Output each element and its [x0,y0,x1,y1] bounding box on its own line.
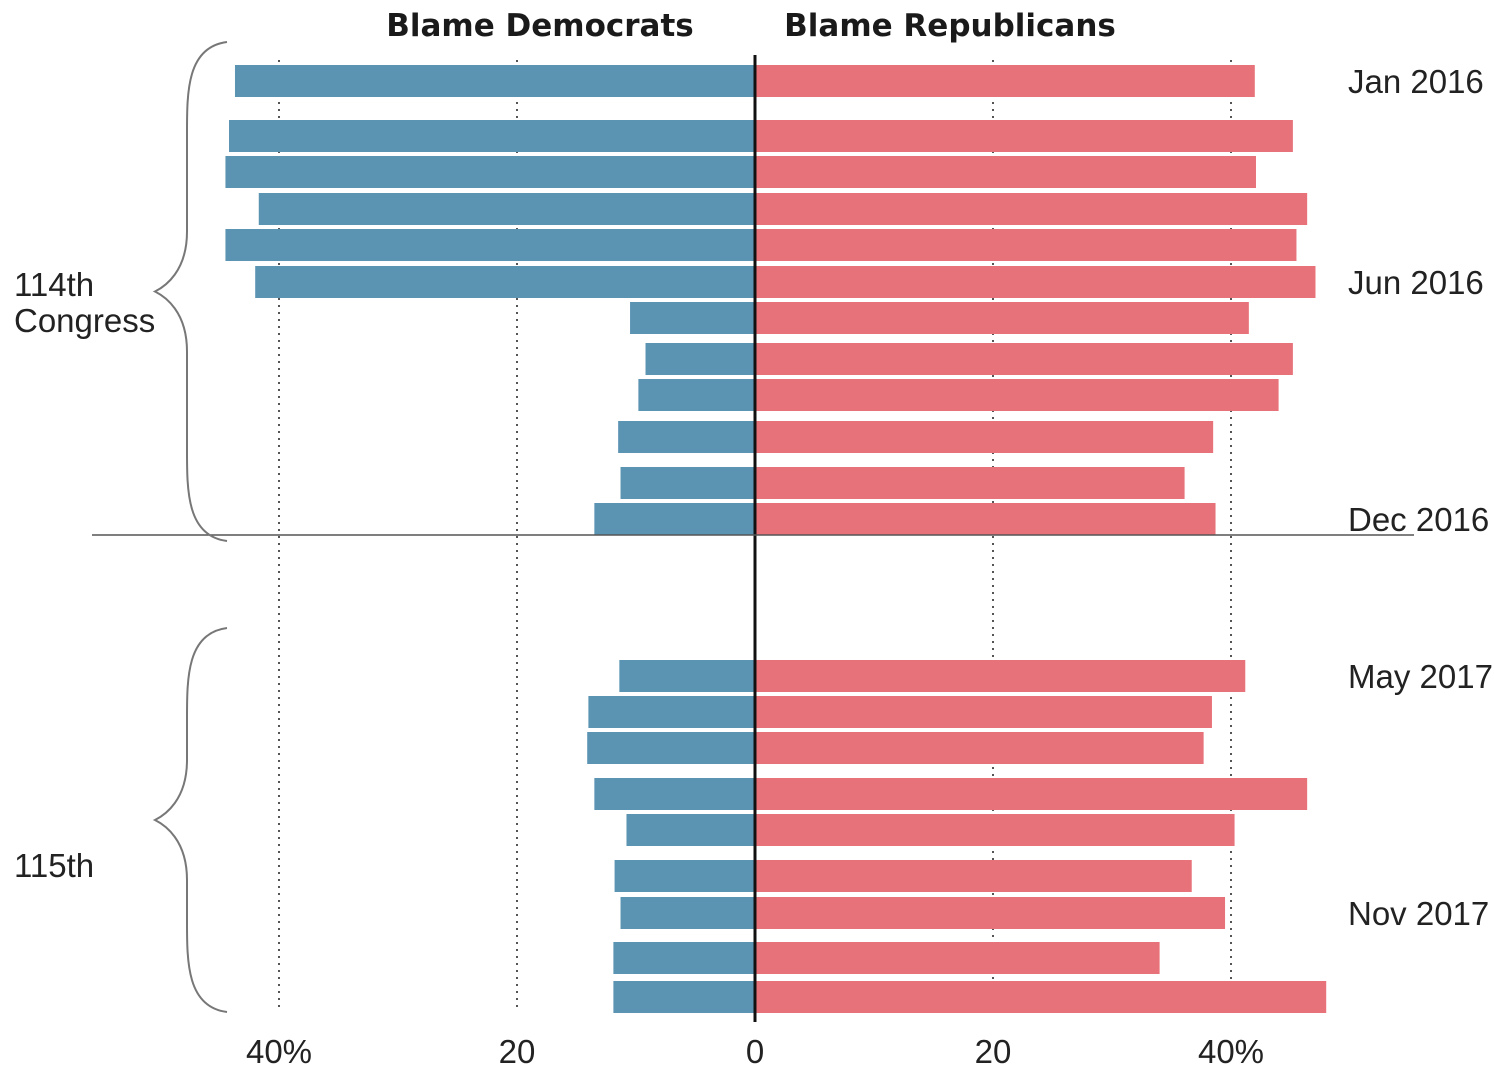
bar-rep-g0-r7 [755,343,1293,375]
tick-label: 40% [1198,1033,1264,1068]
bar-dem-g0-r8 [638,379,755,411]
bar-dem-g0-r3 [258,193,755,225]
congress-brace [152,627,228,1013]
bar-rep-g0-r0 [755,65,1255,97]
congress-label: 115th [14,847,94,884]
bar-dem-g1-r0 [619,660,755,692]
bar-rep-g0-r3 [755,193,1308,225]
bar-dem-g0-r10 [620,467,755,499]
header-blame-republicans: Blame Republicans [784,8,1116,44]
bar-rep-g1-r7 [755,942,1160,974]
date-label: Nov 2017 [1348,895,1489,932]
bar-rep-g0-r11 [755,503,1216,535]
bar-dem-g1-r2 [587,732,755,764]
bar-dem-g1-r1 [588,696,755,728]
bar-rep-g0-r1 [755,120,1293,152]
date-label: Jun 2016 [1348,264,1484,301]
bar-dem-g1-r6 [620,897,755,929]
header-blame-democrats: Blame Democrats [386,8,694,44]
bar-rep-g1-r3 [755,778,1308,810]
bar-rep-g1-r4 [755,814,1235,846]
bar-rep-g1-r8 [755,981,1327,1013]
bar-dem-g1-r7 [613,942,755,974]
bar-dem-g0-r9 [618,421,755,453]
bar-dem-g0-r7 [645,343,755,375]
bar-rep-g0-r6 [755,302,1249,334]
congress-label: Congress [14,302,155,339]
date-label: Jan 2016 [1348,63,1484,100]
bar-rep-g0-r4 [755,229,1297,261]
bar-dem-g1-r5 [614,860,755,892]
date-label: May 2017 [1348,658,1493,695]
bar-dem-g1-r4 [626,814,755,846]
bar-dem-g1-r3 [594,778,755,810]
bar-rep-g1-r6 [755,897,1226,929]
bar-dem-g0-r2 [225,156,755,188]
bar-rep-g0-r2 [755,156,1256,188]
bar-dem-g0-r4 [225,229,755,261]
tick-label: 40% [246,1033,312,1068]
bar-rep-g0-r5 [755,266,1316,298]
tick-label: 20 [975,1033,1012,1068]
bar-rep-g0-r8 [755,379,1279,411]
bar-rep-g1-r0 [755,660,1246,692]
tick-label: 20 [499,1033,536,1068]
bar-dem-g0-r0 [234,65,756,97]
bar-dem-g0-r1 [229,120,755,152]
bar-dem-g1-r8 [613,981,755,1013]
bar-rep-g1-r1 [755,696,1212,728]
tick-label: 0 [746,1033,764,1068]
bar-rep-g0-r9 [755,421,1214,453]
bar-rep-g1-r2 [755,732,1204,764]
bar-rep-g0-r10 [755,467,1185,499]
bar-dem-g0-r11 [594,503,755,535]
date-label: Dec 2016 [1348,501,1489,538]
congress-brace [152,41,228,542]
bar-dem-g0-r6 [630,302,755,334]
bar-rep-g1-r5 [755,860,1192,892]
congress-label: 114th [14,266,94,303]
bar-dem-g0-r5 [255,266,755,298]
